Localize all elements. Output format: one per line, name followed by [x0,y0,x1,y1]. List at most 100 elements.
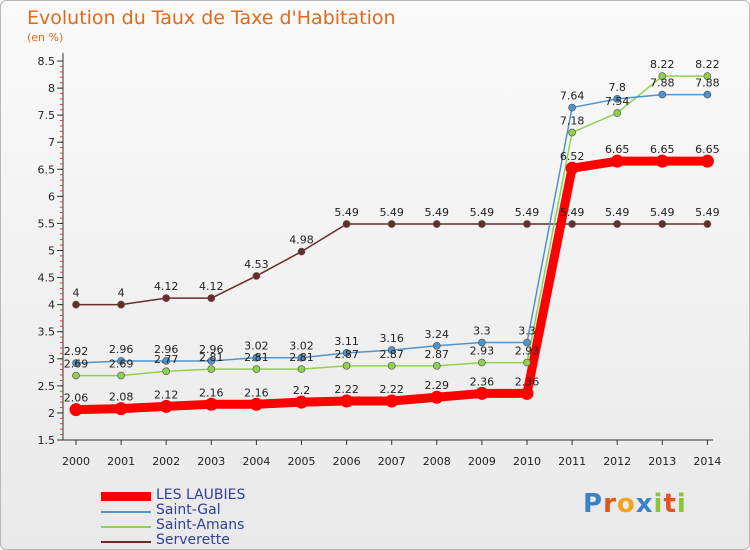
x-tick-label: 2014 [693,455,721,468]
data-point [162,367,171,376]
data-point [69,403,83,417]
data-point [342,220,351,228]
data-point [387,361,396,370]
data-point [610,154,624,168]
data-label: 2.81 [289,351,314,364]
data-point [478,358,486,367]
y-tick-label: 8.5 [38,55,56,68]
data-point [387,346,396,354]
data-point [252,353,261,362]
data-label: 3.3 [473,325,491,338]
series-points [69,72,714,417]
data-label: 7.54 [605,95,630,108]
legend-swatch-serverette [101,541,151,543]
data-point [252,365,261,373]
x-tick-label: 2013 [648,455,676,468]
data-label: 7.64 [560,90,585,103]
data-label: 2.93 [470,345,495,358]
data-point [387,220,396,228]
data-label: 2.22 [334,383,359,396]
data-label: 2.69 [109,358,134,371]
y-tick-label: 8 [48,82,55,95]
data-point [385,394,399,408]
data-point [295,395,308,409]
y-tick-label: 5.5 [38,217,56,230]
data-point [297,365,306,373]
data-label: 4.12 [199,280,224,293]
data-point [700,154,714,168]
y-tick-label: 4.5 [38,272,56,285]
x-tick-label: 2005 [288,455,316,468]
data-label: 2.96 [109,343,134,356]
y-tick-label: 2.5 [38,380,56,393]
x-tick-label: 2006 [333,455,361,468]
x-tick-label: 2003 [197,455,225,468]
y-tick-label: 3 [48,353,55,366]
data-label: 2.22 [379,383,404,396]
data-point [249,397,263,411]
data-label: 6.65 [605,143,630,156]
data-label: 8.22 [650,58,675,71]
data-label: 3.02 [289,340,314,353]
data-labels: 2.06 2.08 2.12 2.16 2.16 2.2 2.22 2.22 2.29 2.36 2… [64,58,720,405]
data-label: 2.93 [515,345,540,358]
data-label: 3.16 [379,332,404,345]
x-tick-label: 2012 [603,455,631,468]
data-label: 2.81 [244,351,269,364]
data-point [568,103,576,112]
legend-swatch-saint-amans [101,526,151,528]
data-label: 2.87 [334,348,359,361]
data-point [162,357,171,365]
data-label: 2.06 [64,392,89,405]
data-point [475,386,489,400]
y-tick-label: 2 [48,407,55,420]
data-point [613,220,622,228]
data-point [342,361,351,370]
data-label: 2.96 [154,343,179,356]
y-tick-label: 6.5 [38,163,56,176]
data-label: 2.69 [64,358,89,371]
data-label: 2.87 [379,348,404,361]
x-tick-label: 2009 [468,455,496,468]
data-point [72,359,80,367]
series-line-saint-gal [75,93,708,364]
data-label: 2.77 [154,353,179,366]
data-point [568,220,576,228]
chart-subtitle: (en %) [27,31,64,44]
data-label: 2.92 [64,345,89,358]
data-label: 7.88 [695,77,720,90]
data-label: 2.36 [515,375,540,388]
data-label: 5.49 [425,206,450,219]
data-label: 4.98 [289,234,314,247]
legend-label: LES LAUBIES [156,487,246,503]
data-label: 7.18 [560,114,585,127]
data-point [432,341,441,350]
x-tick-label: 2000 [62,455,90,468]
data-point [658,72,667,81]
data-point [432,220,441,228]
x-tick-label: 2007 [378,455,406,468]
legend-swatch-les-laubies [101,492,151,501]
data-point [613,109,622,117]
data-point [478,220,486,228]
data-point [117,300,125,309]
data-point [658,220,667,228]
data-label: 2.81 [199,351,224,364]
data-label: 2.16 [244,386,269,399]
data-point [523,220,531,228]
data-point [162,294,171,302]
data-point [114,402,128,416]
x-tick-label: 2010 [513,455,541,468]
data-point [658,90,667,99]
y-tick-label: 7.5 [38,109,56,122]
data-point [565,161,579,175]
y-tick-label: 1.5 [38,434,56,447]
data-label: 5.49 [695,206,720,219]
data-label: 2.36 [470,375,495,388]
data-label: 4.53 [244,258,269,271]
data-label: 5.49 [379,206,404,219]
data-label: 6.65 [650,143,675,156]
data-label: 7.88 [650,77,675,90]
